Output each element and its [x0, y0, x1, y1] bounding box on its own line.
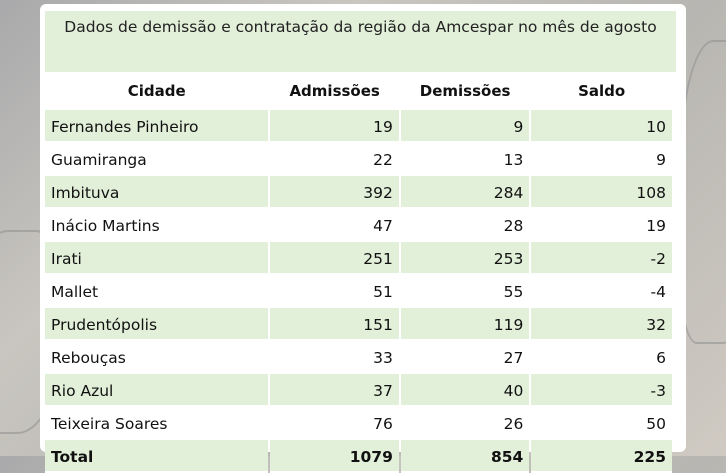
demissoes-cell: 26: [400, 407, 530, 440]
demissoes-cell: 40: [400, 374, 530, 407]
map-background-shape: [680, 40, 726, 344]
table-row: Teixeira Soares 76 26 50: [45, 407, 672, 440]
table-row: Imbituva 392 284 108: [45, 176, 672, 209]
table-row: Mallet 51 55 -4: [45, 275, 672, 308]
table-title: Dados de demissão e contratação da regiã…: [45, 11, 676, 72]
admissoes-cell: 22: [270, 143, 399, 176]
saldo-cell: 10: [531, 110, 672, 143]
saldo-cell: -2: [531, 242, 672, 275]
demissoes-cell: 253: [400, 242, 530, 275]
column-header-saldo: Saldo: [578, 82, 626, 100]
cidade-cell: Inácio Martins: [45, 209, 269, 242]
saldo-cell: 19: [531, 209, 672, 242]
saldo-cell: 32: [531, 308, 672, 341]
saldo-cell: 9: [531, 143, 672, 176]
demissoes-cell: 9: [400, 110, 530, 143]
demissoes-cell: 13: [400, 143, 530, 176]
admissoes-cell: 1079: [270, 440, 399, 473]
admissoes-cell: 47: [270, 209, 399, 242]
table-row: Guamiranga 22 13 9: [45, 143, 672, 176]
cidade-cell: Irati: [45, 242, 269, 275]
admissoes-cell: 51: [270, 275, 399, 308]
data-table: Cidade Admissões Demissões Saldo Fernand…: [43, 72, 674, 473]
cidade-cell: Mallet: [45, 275, 269, 308]
saldo-cell: 6: [531, 341, 672, 374]
admissoes-cell: 19: [270, 110, 399, 143]
table-row: Rio Azul 37 40 -3: [45, 374, 672, 407]
cidade-cell: Teixeira Soares: [45, 407, 269, 440]
cidade-cell: Imbituva: [45, 176, 269, 209]
cidade-cell: Rebouças: [45, 341, 269, 374]
admissoes-cell: 76: [270, 407, 399, 440]
cidade-cell: Rio Azul: [45, 374, 269, 407]
admissoes-cell: 392: [270, 176, 399, 209]
table-card: Dados de demissão e contratação da regiã…: [40, 4, 686, 473]
demissoes-cell: 28: [400, 209, 530, 242]
total-row: Total 1079 854 225: [45, 440, 672, 473]
saldo-cell: 225: [531, 440, 672, 473]
admissoes-cell: 151: [270, 308, 399, 341]
table-row: Prudentópolis 151 119 32: [45, 308, 672, 341]
table-row: Irati 251 253 -2: [45, 242, 672, 275]
cidade-cell: Guamiranga: [45, 143, 269, 176]
column-header-admissoes: Admissões: [289, 82, 380, 100]
column-header-cidade: Cidade: [127, 82, 186, 100]
demissoes-cell: 55: [400, 275, 530, 308]
saldo-cell: -4: [531, 275, 672, 308]
column-header-demissoes: Demissões: [419, 82, 511, 100]
saldo-cell: 50: [531, 407, 672, 440]
saldo-cell: 108: [531, 176, 672, 209]
cidade-cell: Prudentópolis: [45, 308, 269, 341]
table-row: Rebouças 33 27 6: [45, 341, 672, 374]
table-row: Inácio Martins 47 28 19: [45, 209, 672, 242]
demissoes-cell: 854: [400, 440, 530, 473]
cidade-cell: Fernandes Pinheiro: [45, 110, 269, 143]
saldo-cell: -3: [531, 374, 672, 407]
admissoes-cell: 251: [270, 242, 399, 275]
admissoes-cell: 37: [270, 374, 399, 407]
admissoes-cell: 33: [270, 341, 399, 374]
demissoes-cell: 119: [400, 308, 530, 341]
demissoes-cell: 284: [400, 176, 530, 209]
header-row: Cidade Admissões Demissões Saldo: [45, 72, 672, 110]
cidade-cell: Total: [45, 440, 269, 473]
demissoes-cell: 27: [400, 341, 530, 374]
table-row: Fernandes Pinheiro 19 9 10: [45, 110, 672, 143]
